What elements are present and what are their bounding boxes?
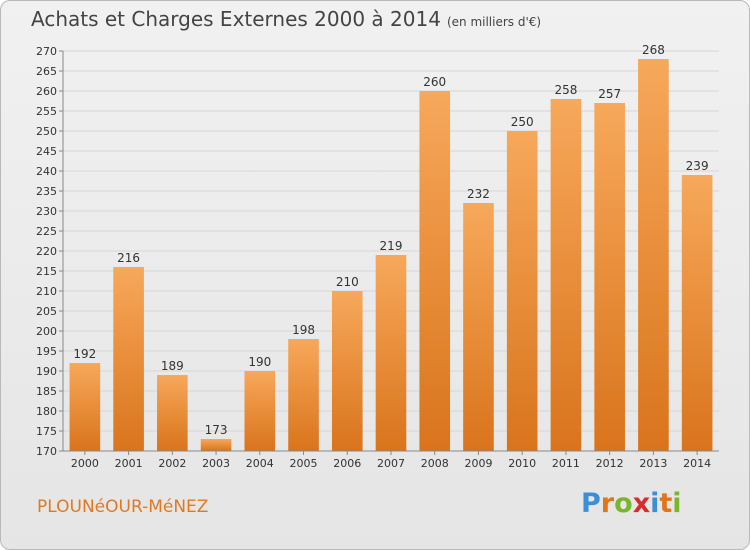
logo-letter: o bbox=[614, 488, 633, 519]
axes: 170 175 180 185 190 195 200 205 210 215 220 225 230 2… bbox=[36, 45, 719, 470]
data-label: 198 bbox=[292, 323, 315, 337]
bar bbox=[550, 99, 582, 451]
y-tick-label: 200 bbox=[36, 325, 57, 338]
bar bbox=[157, 375, 188, 451]
y-tick-label: 190 bbox=[36, 365, 57, 378]
proxiti-logo[interactable]: Proxiti bbox=[581, 488, 682, 519]
y-tick-label: 180 bbox=[36, 405, 57, 418]
y-tick-label: 230 bbox=[36, 205, 57, 218]
bar bbox=[288, 339, 319, 451]
data-label: 257 bbox=[598, 87, 621, 101]
data-label: 258 bbox=[554, 83, 577, 97]
bars: 192 216 189 173 190 198 210 219 260 232 250 258 257 2… bbox=[69, 43, 713, 451]
y-tick-label: 195 bbox=[36, 345, 57, 358]
bar bbox=[419, 91, 451, 451]
x-tick-label: 2012 bbox=[596, 457, 624, 470]
x-tick-label: 2007 bbox=[377, 457, 405, 470]
data-label: 190 bbox=[248, 355, 271, 369]
y-tick-label: 255 bbox=[36, 105, 57, 118]
bar bbox=[69, 363, 101, 451]
x-tick-label: 2009 bbox=[464, 457, 492, 470]
logo-letter: x bbox=[632, 488, 651, 519]
x-tick-label: 2013 bbox=[639, 457, 667, 470]
data-label: 210 bbox=[336, 275, 359, 289]
logo-letter: i bbox=[650, 488, 660, 519]
y-tick-label: 185 bbox=[36, 385, 57, 398]
y-tick-label: 240 bbox=[36, 165, 57, 178]
x-tick-label: 2003 bbox=[202, 457, 230, 470]
x-tick-label: 2011 bbox=[552, 457, 580, 470]
y-tick-label: 250 bbox=[36, 125, 57, 138]
bar bbox=[506, 131, 538, 451]
data-label: 192 bbox=[73, 347, 96, 361]
chart-title: Achats et Charges Externes 2000 à 2014 (e… bbox=[31, 7, 541, 31]
chart-subtitle: (en milliers d'€) bbox=[446, 15, 542, 29]
bar bbox=[638, 59, 669, 451]
data-label: 250 bbox=[511, 115, 534, 129]
x-tick-label: 2001 bbox=[115, 457, 143, 470]
x-tick-label: 2000 bbox=[71, 457, 99, 470]
data-label: 216 bbox=[117, 251, 140, 265]
data-label: 173 bbox=[205, 423, 228, 437]
bar bbox=[594, 103, 625, 451]
y-tick-label: 265 bbox=[36, 65, 57, 78]
y-tick-label: 260 bbox=[36, 85, 57, 98]
bar bbox=[331, 291, 363, 451]
y-tick-label: 245 bbox=[36, 145, 57, 158]
bar bbox=[375, 255, 407, 451]
data-label: 260 bbox=[423, 75, 446, 89]
x-tick-label: 2014 bbox=[683, 457, 711, 470]
logo-letter: P bbox=[581, 488, 601, 519]
bar bbox=[200, 439, 232, 451]
logo-letter: r bbox=[600, 488, 615, 519]
data-label: 239 bbox=[686, 159, 709, 173]
x-tick-label: 2008 bbox=[421, 457, 449, 470]
chart-title-text: Achats et Charges Externes 2000 à 2014 bbox=[31, 7, 441, 31]
data-label: 268 bbox=[642, 43, 665, 57]
bar bbox=[463, 203, 494, 451]
bar bbox=[244, 371, 276, 451]
data-label: 219 bbox=[380, 239, 403, 253]
data-label: 189 bbox=[161, 359, 184, 373]
commune-name: PLOUNéOUR-MéNEZ bbox=[37, 497, 209, 517]
bar bbox=[113, 267, 144, 451]
y-tick-label: 235 bbox=[36, 185, 57, 198]
y-tick-label: 175 bbox=[36, 425, 57, 438]
y-tick-label: 270 bbox=[36, 45, 57, 58]
y-tick-label: 210 bbox=[36, 285, 57, 298]
y-tick-label: 205 bbox=[36, 305, 57, 318]
logo-letter: i bbox=[672, 488, 682, 519]
y-tick-label: 170 bbox=[36, 445, 57, 458]
bar bbox=[681, 175, 713, 451]
x-tick-label: 2006 bbox=[333, 457, 361, 470]
logo-letter: t bbox=[659, 488, 673, 519]
x-tick-label: 2004 bbox=[246, 457, 274, 470]
data-label: 232 bbox=[467, 187, 490, 201]
y-tick-label: 225 bbox=[36, 225, 57, 238]
y-tick-label: 220 bbox=[36, 245, 57, 258]
y-tick-label: 215 bbox=[36, 265, 57, 278]
x-tick-label: 2002 bbox=[158, 457, 186, 470]
x-tick-label: 2005 bbox=[290, 457, 318, 470]
x-tick-label: 2010 bbox=[508, 457, 536, 470]
